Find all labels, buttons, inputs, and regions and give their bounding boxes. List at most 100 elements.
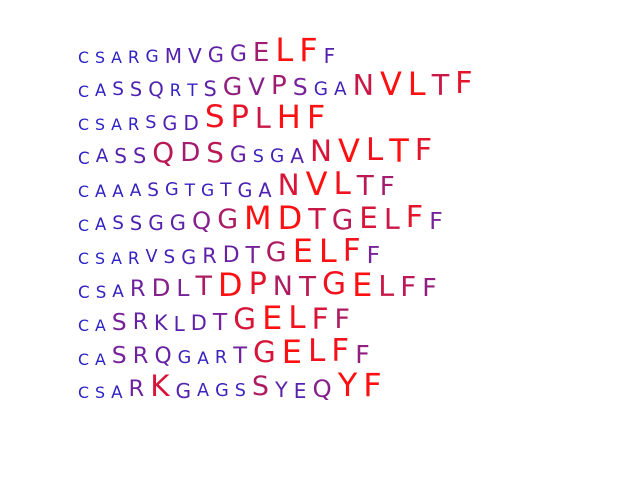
- residue-letter: G: [222, 72, 243, 102]
- residue-letter: Q: [152, 135, 175, 169]
- residue-letter: R: [132, 342, 149, 369]
- residue-letter: A: [95, 349, 106, 369]
- residue-letter: D: [217, 265, 243, 304]
- residue-letter: G: [148, 211, 164, 236]
- residue-letter: N: [352, 67, 374, 102]
- residue-letter: S: [112, 213, 124, 235]
- residue-letter: R: [214, 347, 228, 368]
- residue-letter: A: [334, 79, 347, 101]
- residue-letter: V: [380, 64, 402, 103]
- residue-letter: F: [363, 366, 382, 404]
- residue-letter: G: [230, 42, 247, 68]
- residue-letter: L: [383, 201, 400, 236]
- residue-letter: F: [331, 333, 350, 370]
- residue-letter: D: [151, 273, 171, 303]
- residue-letter: V: [145, 247, 158, 268]
- residue-letter: A: [197, 381, 210, 402]
- residue-letter: G: [229, 142, 247, 168]
- residue-letter: S: [95, 383, 106, 403]
- residue-letter: T: [356, 169, 374, 203]
- residue-letter: C: [78, 182, 90, 202]
- residue-letter: F: [414, 133, 433, 169]
- residue-letter: G: [207, 43, 224, 68]
- residue-letter: S: [111, 307, 127, 336]
- residue-letter: A: [111, 382, 123, 403]
- residue-letter: G: [165, 180, 179, 201]
- residue-letter: E: [292, 232, 313, 270]
- residue-letter: G: [237, 178, 253, 202]
- residue-letter: T: [308, 201, 326, 236]
- residue-letter: N: [272, 270, 293, 302]
- residue-letter: S: [95, 48, 106, 68]
- residue-letter: Q: [154, 343, 172, 369]
- residue-letter: G: [313, 79, 328, 101]
- residue-letter: A: [112, 181, 124, 202]
- residue-letter: L: [333, 165, 351, 202]
- residue-letter: A: [95, 146, 109, 168]
- residue-letter: F: [405, 200, 424, 236]
- residue-letter: T: [212, 307, 228, 336]
- residue-letter: G: [322, 266, 347, 303]
- residue-letter: D: [277, 198, 303, 237]
- residue-letter: L: [318, 232, 337, 270]
- residue-letter: M: [164, 43, 183, 68]
- residue-letter: G: [162, 111, 178, 135]
- residue-letter: S: [112, 79, 124, 101]
- residue-letter: L: [275, 31, 294, 69]
- residue-letter: K: [153, 311, 168, 336]
- residue-letter: S: [147, 179, 159, 201]
- residue-letter: C: [78, 147, 90, 168]
- residue-letter: P: [271, 71, 287, 102]
- residue-letter: G: [233, 301, 257, 336]
- residue-letter: D: [180, 138, 201, 169]
- residue-letter: L: [365, 132, 384, 169]
- residue-letter: S: [251, 371, 269, 403]
- residue-letter: F: [355, 340, 370, 370]
- residue-letter: E: [293, 378, 307, 403]
- residue-letter: G: [201, 181, 215, 201]
- residue-letter: F: [422, 273, 437, 303]
- residue-letter: L: [308, 333, 326, 370]
- residue-letter: G: [145, 47, 159, 67]
- residue-letter: S: [95, 115, 106, 135]
- residue-letter: S: [129, 212, 143, 236]
- residue-letter: A: [129, 181, 142, 201]
- residue-letter: F: [299, 31, 318, 69]
- residue-letter: S: [252, 146, 264, 167]
- residue-letter: T: [195, 270, 212, 302]
- residue-letter: T: [184, 181, 195, 201]
- residue-letter: C: [78, 81, 90, 101]
- residue-letter: A: [95, 215, 107, 235]
- residue-letter: R: [128, 376, 145, 403]
- residue-letter: G: [177, 347, 192, 368]
- residue-letter: V: [248, 72, 265, 102]
- residue-letter: F: [366, 240, 381, 269]
- residue-letter: A: [258, 178, 272, 202]
- residue-letter: V: [305, 165, 328, 203]
- residue-letter: T: [245, 240, 260, 269]
- residue-letter: G: [181, 245, 197, 269]
- residue-letter: Q: [148, 77, 164, 101]
- residue-letter: S: [95, 281, 107, 302]
- residue-letter: Q: [312, 373, 332, 403]
- residue-letter: S: [145, 113, 157, 134]
- residue-letter: N: [277, 167, 300, 202]
- residue-letter: G: [253, 335, 276, 370]
- residue-letter: A: [95, 81, 107, 101]
- residue-letter: T: [389, 131, 409, 170]
- residue-letter: A: [112, 281, 124, 302]
- residue-letter: E: [359, 201, 378, 236]
- residue-letter: K: [150, 368, 170, 403]
- residue-letter: G: [215, 381, 229, 402]
- residue-letter: F: [306, 98, 326, 136]
- residue-letter: P: [230, 99, 249, 135]
- residue-letter: A: [290, 144, 305, 169]
